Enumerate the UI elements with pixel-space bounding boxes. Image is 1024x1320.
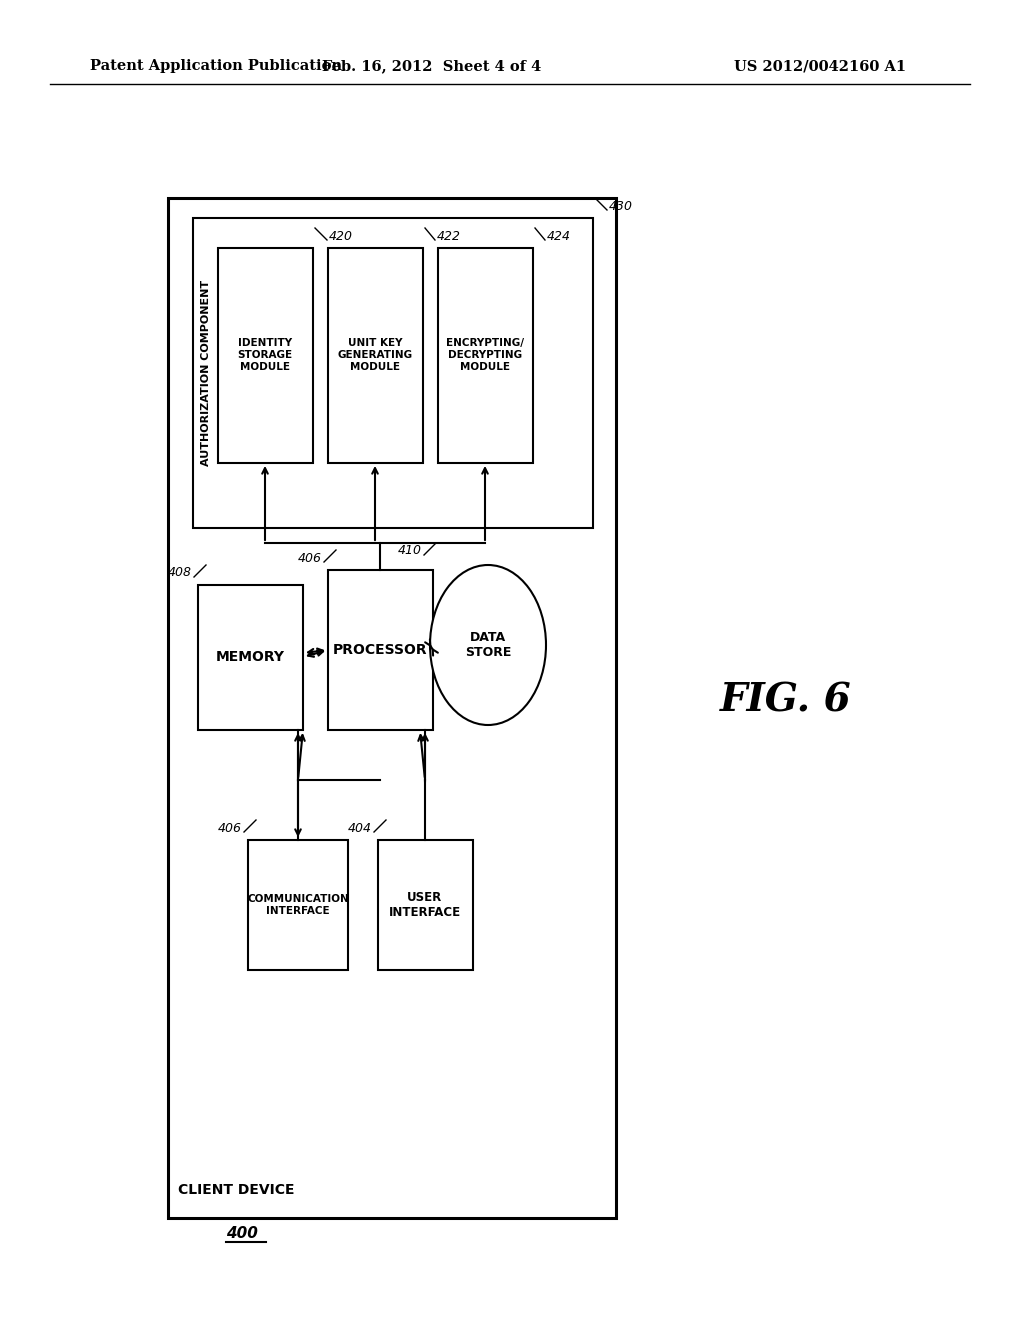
Text: 404: 404 [348,821,372,834]
Text: COMMUNICATION
INTERFACE: COMMUNICATION INTERFACE [247,894,349,916]
Text: 408: 408 [168,566,193,579]
Text: 400: 400 [226,1226,258,1242]
Ellipse shape [430,565,546,725]
Text: FIG. 6: FIG. 6 [720,681,852,719]
Text: CLIENT DEVICE: CLIENT DEVICE [178,1183,295,1197]
Bar [438,248,534,463]
Bar [168,198,616,1218]
Text: Feb. 16, 2012  Sheet 4 of 4: Feb. 16, 2012 Sheet 4 of 4 [323,59,542,73]
Text: 406: 406 [298,552,322,565]
Text: ENCRYPTING/
DECRYPTING
MODULE: ENCRYPTING/ DECRYPTING MODULE [446,338,524,372]
Text: 410: 410 [398,544,422,557]
Text: AUTHORIZATION COMPONENT: AUTHORIZATION COMPONENT [201,280,211,466]
Bar [328,248,423,463]
Bar [378,840,473,970]
Text: UNIT KEY
GENERATING
MODULE: UNIT KEY GENERATING MODULE [338,338,413,372]
Text: 406: 406 [218,821,242,834]
Text: IDENTITY
STORAGE
MODULE: IDENTITY STORAGE MODULE [238,338,293,372]
Text: 420: 420 [329,230,353,243]
Bar [193,218,593,528]
Text: 422: 422 [437,230,461,243]
Text: 430: 430 [609,199,633,213]
Bar [218,248,313,463]
Text: MEMORY: MEMORY [215,649,285,664]
Bar [328,570,433,730]
Text: PROCESSOR: PROCESSOR [333,643,427,657]
Text: US 2012/0042160 A1: US 2012/0042160 A1 [734,59,906,73]
Text: Patent Application Publication: Patent Application Publication [90,59,342,73]
Text: 424: 424 [547,230,571,243]
Bar [198,585,303,730]
Text: USER
INTERFACE: USER INTERFACE [389,891,461,919]
Bar [248,840,348,970]
Text: DATA
STORE: DATA STORE [465,631,511,659]
